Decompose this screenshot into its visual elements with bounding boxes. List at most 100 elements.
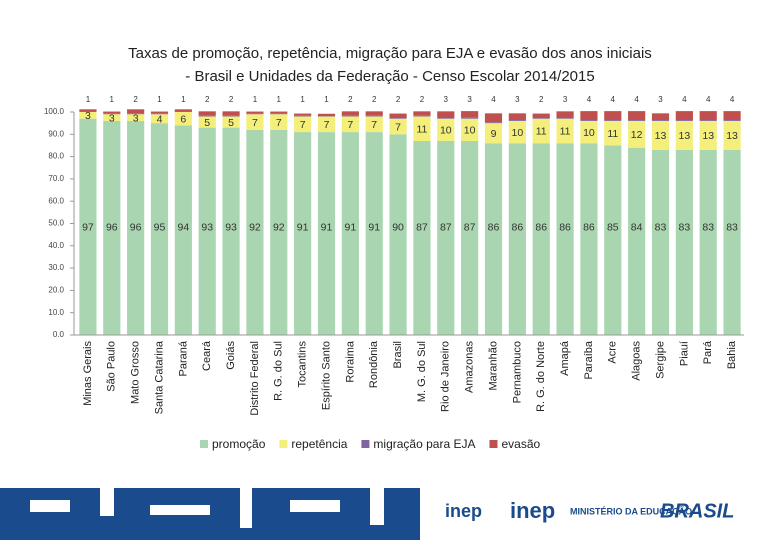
x-tick-label: Espírito Santo	[320, 341, 332, 410]
value-label: 86	[583, 222, 595, 234]
value-label: 7	[252, 117, 258, 129]
bar-segment	[461, 140, 479, 335]
value-label: 87	[464, 222, 476, 234]
bar-segment	[174, 109, 192, 112]
bar-segment	[604, 120, 622, 146]
bar-segment	[413, 140, 431, 335]
bar-segment	[484, 122, 503, 124]
bar-segment	[580, 111, 598, 121]
x-tick-label: Tocantins	[297, 341, 309, 388]
bar-segment	[79, 118, 97, 335]
value-label: 4	[730, 95, 735, 104]
bar-segment	[270, 111, 288, 114]
value-label: 2	[396, 95, 401, 104]
bar-segment	[556, 111, 574, 119]
bar-segment	[437, 118, 455, 119]
x-tick-label: Roraima	[344, 340, 356, 382]
bar-segment	[723, 149, 741, 335]
value-label: 93	[225, 222, 237, 234]
value-label: 87	[440, 222, 452, 234]
value-label: 1	[86, 95, 91, 104]
value-label: 4	[611, 95, 616, 104]
x-tick-label: Distrito Federal	[249, 341, 261, 416]
x-tick-label: M. G. do Sul	[416, 341, 428, 402]
value-label: 2	[133, 95, 138, 104]
value-label: 3	[85, 110, 91, 122]
bar-segment	[508, 143, 526, 335]
bar-segment	[198, 116, 216, 128]
y-tick-label: 30.0	[48, 263, 64, 272]
value-label: 7	[371, 119, 377, 131]
bar-segment	[437, 111, 455, 119]
bar-segment	[341, 132, 359, 335]
y-tick-label: 10.0	[48, 308, 64, 317]
value-label: 1	[324, 95, 329, 104]
bar-segment	[79, 109, 97, 112]
bar-segment	[532, 143, 550, 335]
value-label: 13	[702, 130, 714, 142]
bar-segment	[484, 123, 503, 144]
bar-segment	[556, 143, 574, 335]
bar-segment	[389, 118, 407, 119]
bar-segment	[127, 109, 145, 114]
bar-segment	[413, 116, 431, 141]
y-tick-label: 40.0	[48, 241, 64, 250]
x-tick-label: R. G. do Norte	[535, 341, 547, 412]
value-label: 91	[321, 222, 333, 234]
value-label: 95	[154, 222, 166, 234]
bar-segment	[699, 111, 717, 121]
ministry-logo: MINISTÉRIO DA EDUCAÇÃO	[570, 506, 692, 516]
bar-segment	[628, 147, 646, 335]
bar-segment	[628, 120, 646, 148]
value-label: 3	[133, 112, 139, 124]
value-label: 96	[106, 222, 118, 234]
bar-segment	[651, 113, 670, 121]
bar-segment	[365, 115, 383, 117]
value-label: 7	[347, 119, 353, 131]
bar-segment	[461, 118, 479, 141]
bar-segment	[389, 134, 407, 335]
bar-segment	[580, 120, 598, 144]
bar-segment	[198, 111, 216, 116]
bar-segment	[508, 113, 526, 121]
bar-segment	[294, 116, 312, 133]
footer-pattern	[370, 480, 384, 525]
chart-title: Taxas de promoção, repetência, migração …	[128, 45, 652, 62]
x-tick-label: Rio de Janeiro	[440, 341, 452, 412]
bar-segment	[508, 120, 526, 121]
x-tick-label: Mato Grosso	[130, 341, 142, 404]
value-label: 7	[395, 121, 401, 133]
bar-segment	[675, 120, 693, 150]
value-label: 83	[702, 222, 714, 234]
value-label: 85	[607, 222, 619, 234]
value-label: 13	[679, 130, 691, 142]
value-label: 1	[110, 95, 115, 104]
value-label: 4	[587, 95, 592, 104]
bar-segment	[127, 114, 145, 121]
bar-segment	[317, 132, 336, 335]
value-label: 2	[348, 95, 353, 104]
value-label: 10	[583, 127, 595, 139]
value-label: 2	[229, 95, 234, 104]
bar-segment	[675, 120, 693, 121]
value-label: 7	[276, 117, 282, 129]
value-label: 3	[515, 95, 520, 104]
bar-segment	[651, 120, 670, 150]
value-label: 93	[201, 222, 213, 234]
bar-segment	[580, 143, 598, 335]
bar-segment	[222, 127, 240, 335]
bar-segment	[699, 149, 717, 335]
bar-segment	[628, 120, 646, 121]
bar-segment	[413, 111, 431, 116]
bar-segment	[79, 112, 97, 119]
value-label: 86	[512, 222, 524, 234]
bar-segment	[389, 118, 407, 135]
value-label: 3	[658, 95, 663, 104]
value-label: 1	[300, 95, 305, 104]
bar-segment	[484, 143, 503, 335]
bar-segment	[604, 111, 622, 121]
y-tick-label: 100.0	[44, 107, 65, 116]
value-label: 5	[204, 117, 210, 129]
bar-segment	[532, 113, 550, 119]
